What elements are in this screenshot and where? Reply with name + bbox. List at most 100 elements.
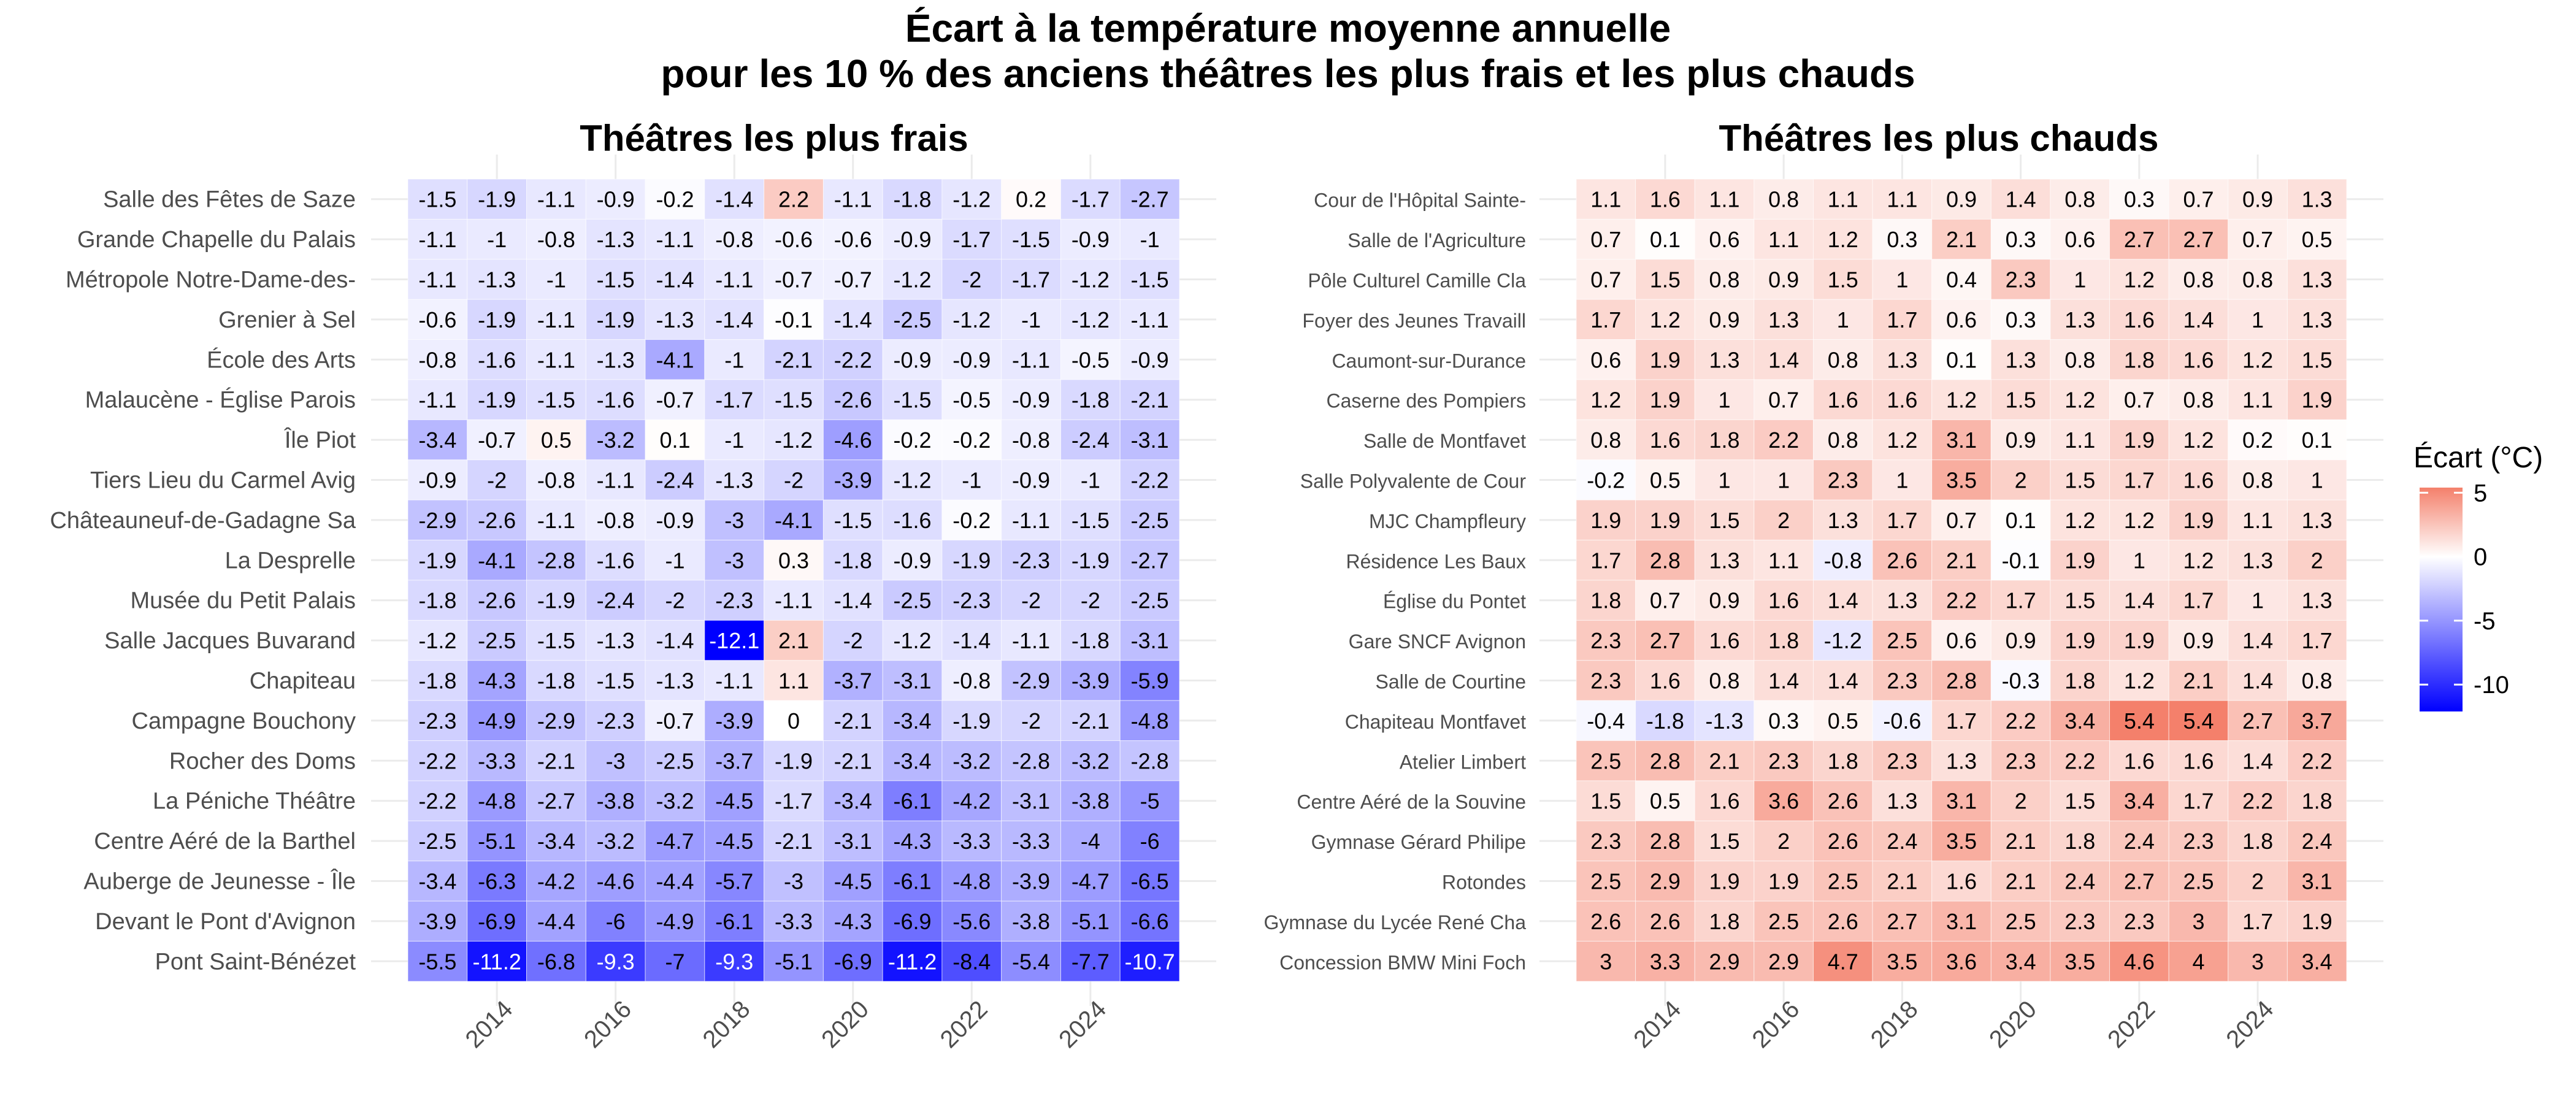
cell-value-label: 3.4 — [2006, 949, 2036, 974]
cell-value-label: 2.1 — [1946, 227, 1977, 252]
cell-value-label: 1.3 — [2302, 187, 2333, 212]
cell-value-label: 1.7 — [1887, 508, 1917, 533]
cell-value-label: -2.3 — [418, 708, 456, 734]
heatmap-cell — [1872, 299, 1933, 340]
cell-value-label: -3.3 — [953, 829, 991, 854]
cell-value-label: 2.8 — [1650, 548, 1681, 573]
heatmap-cell — [1812, 700, 1873, 742]
cell-value-label: 1.9 — [2064, 548, 2095, 573]
heatmap-cell — [645, 419, 705, 461]
heatmap-cell — [882, 580, 943, 621]
heatmap-cell — [1812, 740, 1873, 781]
heatmap-cell — [2287, 419, 2347, 461]
cell-value-label: 0.7 — [2183, 187, 2214, 212]
cell-value-label: 1.8 — [1590, 588, 1621, 613]
cell-value-label: 1 — [1719, 468, 1731, 493]
cell-value-label: 1.2 — [2124, 508, 2155, 533]
heatmap-cell — [1635, 259, 1695, 300]
cell-value-label: 0.6 — [1590, 347, 1621, 372]
heatmap-cell — [1060, 339, 1121, 380]
heatmap-cell — [1812, 339, 1873, 380]
cell-value-label: -2 — [1081, 588, 1100, 613]
cell-value-label: 2.7 — [2124, 227, 2155, 252]
heatmap-cell — [2287, 619, 2347, 661]
cell-value-label: 1.6 — [1887, 388, 1917, 413]
cell-value-label: 4.7 — [1828, 949, 1858, 974]
heatmap-cell — [882, 619, 943, 661]
cell-value-label: 0.5 — [2302, 227, 2333, 252]
cell-value-label: -4.8 — [1131, 708, 1169, 734]
cell-value-label: -1.8 — [418, 588, 456, 613]
cell-value-label: -4.8 — [953, 869, 991, 894]
cell-value-label: -3 — [724, 508, 744, 533]
cell-value-label: -0.6 — [834, 227, 872, 252]
cell-value-label: -1.1 — [418, 388, 456, 413]
cell-value-label: -3 — [606, 748, 626, 773]
heatmap-cell — [1001, 619, 1061, 661]
cell-value-label: 1.6 — [1768, 588, 1799, 613]
cell-value-label: -2.5 — [1131, 588, 1169, 613]
heatmap-cell — [2287, 861, 2347, 902]
heatmap-cell — [1990, 178, 2051, 220]
heatmap-cell — [1872, 540, 1933, 581]
cell-value-label: -1.1 — [1131, 307, 1169, 332]
heatmap-cell — [585, 941, 646, 982]
cell-value-label: 1.2 — [2064, 508, 2095, 533]
cell-value-label: -2.6 — [478, 588, 516, 613]
heatmap-cell — [1754, 941, 1814, 982]
heatmap-cell — [1060, 218, 1121, 260]
cell-value-label: 0.7 — [1650, 588, 1681, 613]
cell-value-label: 1 — [2252, 307, 2264, 332]
cell-value-label: 1 — [1719, 388, 1731, 413]
cell-value-label: -1.1 — [834, 187, 872, 212]
cell-value-label: 1.4 — [2124, 588, 2155, 613]
cell-value-label: -1.8 — [418, 669, 456, 694]
cell-value-label: 1.5 — [2302, 347, 2333, 372]
cell-value-label: 2.8 — [1946, 669, 1977, 694]
cell-value-label: 2 — [2015, 468, 2027, 493]
heatmap-cell — [764, 379, 824, 420]
cell-value-label: -1 — [962, 468, 981, 493]
cell-value-label: 1.4 — [1828, 669, 1858, 694]
row-label: Gymnase Gérard Philipe — [1311, 831, 1526, 853]
heatmap-cell — [1754, 419, 1814, 461]
cell-value-label: -2.7 — [1131, 187, 1169, 212]
cell-value-label: 2.3 — [1590, 669, 1621, 694]
heatmap-cell — [585, 419, 646, 461]
cell-value-label: -2.2 — [1131, 468, 1169, 493]
cell-value-label: 1.3 — [1887, 588, 1917, 613]
cell-value-label: -1.8 — [537, 669, 575, 694]
cell-value-label: 0.8 — [1768, 187, 1799, 212]
heatmap-cell — [585, 900, 646, 942]
heatmap-cell — [2109, 178, 2169, 220]
heatmap-cell — [526, 419, 586, 461]
cell-value-label: -1.3 — [656, 669, 694, 694]
cell-value-label: -1.6 — [894, 508, 932, 533]
heatmap-cell — [1001, 580, 1061, 621]
heatmap-cell — [1694, 619, 1755, 661]
cell-value-label: 1 — [2311, 468, 2323, 493]
cell-value-label: 0.1 — [1650, 227, 1681, 252]
heatmap-cell — [1001, 499, 1061, 541]
heatmap-cell — [1754, 339, 1814, 380]
cell-value-label: -0.2 — [1587, 468, 1625, 493]
heatmap-cell — [2050, 580, 2110, 621]
cell-value-label: -2.5 — [894, 588, 932, 613]
heatmap-cell — [1872, 339, 1933, 380]
cell-value-label: 2.1 — [2006, 869, 2036, 894]
row-label: La Péniche Théâtre — [153, 789, 356, 815]
cell-value-label: 0.4 — [1946, 267, 1977, 293]
heatmap-cell — [585, 540, 646, 581]
cell-value-label: 1.5 — [2064, 789, 2095, 814]
cell-value-label: 1.1 — [778, 669, 809, 694]
heatmap-cell — [407, 861, 468, 902]
heatmap-cell — [585, 259, 646, 300]
cell-value-label: -1 — [724, 347, 744, 372]
heatmap-cell — [1119, 379, 1180, 420]
cell-value-label: -1.1 — [418, 267, 456, 293]
cell-value-label: 2.6 — [1887, 548, 1917, 573]
cell-value-label: 0.6 — [1709, 227, 1740, 252]
heatmap-cell — [467, 218, 527, 260]
cell-value-label: 2.7 — [1887, 909, 1917, 934]
heatmap-cell — [1694, 660, 1755, 701]
